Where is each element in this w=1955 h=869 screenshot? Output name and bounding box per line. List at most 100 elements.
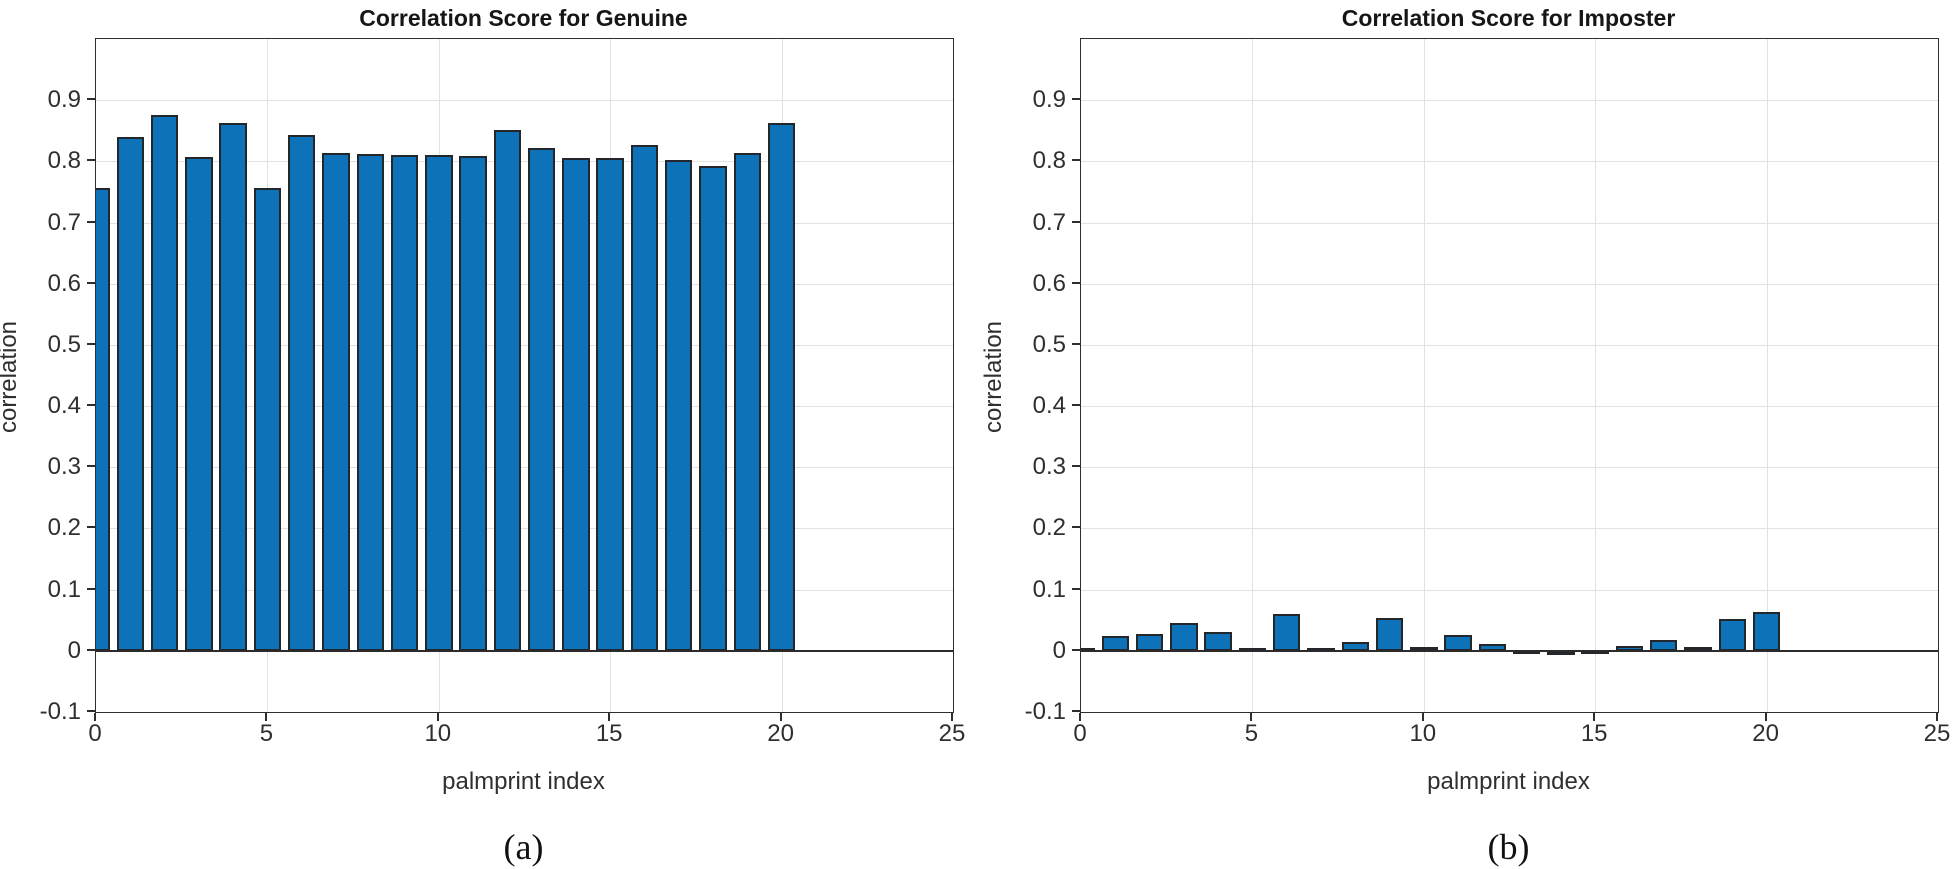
vertical-gridline xyxy=(1595,39,1597,712)
horizontal-gridline xyxy=(1081,344,1938,346)
y-tick-mark xyxy=(1072,220,1080,223)
x-tick-label: 5 xyxy=(259,720,274,747)
y-tick-mark xyxy=(87,220,95,223)
horizontal-gridline xyxy=(96,161,953,163)
y-tick-label: 0.8 xyxy=(47,147,81,175)
y-tick-mark xyxy=(87,159,95,162)
chart-title: Correlation Score for Imposter xyxy=(1341,5,1676,31)
x-tick-label: 15 xyxy=(595,720,623,747)
x-tick-label: 20 xyxy=(1752,720,1779,747)
horizontal-gridline xyxy=(1081,283,1938,285)
y-tick-label: 0.3 xyxy=(1032,453,1066,481)
bar xyxy=(1272,614,1301,651)
bar xyxy=(253,187,282,651)
bar xyxy=(1444,634,1472,651)
horizontal-gridline xyxy=(96,100,953,102)
bar xyxy=(150,115,179,651)
y-tick-label: 0.1 xyxy=(47,575,81,603)
x-tick-label: 10 xyxy=(424,720,452,747)
y-tick-mark xyxy=(1072,404,1080,407)
y-tick-mark xyxy=(1072,648,1080,651)
y-tick-label: 0 xyxy=(1052,636,1066,664)
x-tick-label: 20 xyxy=(767,720,794,747)
x-tick-label: 0 xyxy=(88,720,102,747)
x-tick-mark xyxy=(436,713,439,721)
y-tick-label: 0.6 xyxy=(47,269,81,297)
bar xyxy=(665,160,693,651)
x-tick-label: 10 xyxy=(1409,720,1437,747)
bar xyxy=(322,153,350,651)
vertical-gridline xyxy=(1766,39,1768,712)
y-tick-label: 0.7 xyxy=(1032,208,1066,236)
x-tick-mark xyxy=(1250,713,1253,721)
chart-title: Correlation Score for Genuine xyxy=(359,5,688,31)
bar xyxy=(733,152,762,651)
y-tick-mark xyxy=(1072,710,1080,712)
x-tick-mark xyxy=(1593,713,1596,721)
bar xyxy=(767,123,796,651)
x-tick-mark xyxy=(265,713,268,721)
plot-area xyxy=(95,38,954,713)
y-tick-mark xyxy=(87,648,95,651)
y-tick-mark xyxy=(1072,587,1080,590)
y-tick-label: -0.1 xyxy=(1024,698,1066,725)
y-tick-mark xyxy=(1072,342,1080,345)
x-tick-label: 15 xyxy=(1580,720,1608,747)
bar xyxy=(287,135,316,651)
y-tick-mark xyxy=(87,281,95,284)
y-tick-label: 0.3 xyxy=(47,453,81,481)
x-tick-mark xyxy=(94,713,96,721)
bar xyxy=(459,156,487,651)
x-tick-label: 0 xyxy=(1073,720,1087,747)
y-tick-label: 0.9 xyxy=(47,86,81,114)
horizontal-gridline xyxy=(1081,222,1938,224)
y-tick-label: 0.5 xyxy=(1032,330,1066,358)
y-tick-label: 0.5 xyxy=(47,330,81,358)
y-tick-label: 0.9 xyxy=(1032,86,1066,114)
y-tick-label: 0.4 xyxy=(47,392,81,420)
x-tick-label: 25 xyxy=(1923,720,1951,747)
horizontal-gridline xyxy=(96,589,953,591)
bar xyxy=(96,187,110,651)
bar xyxy=(116,136,144,651)
y-tick-mark xyxy=(87,526,95,529)
y-tick-label: 0.2 xyxy=(47,514,81,542)
y-tick-label: 0 xyxy=(67,636,81,664)
y-axis-label: correlation xyxy=(980,320,1007,433)
bar xyxy=(1752,612,1781,651)
x-tick-mark xyxy=(1421,713,1424,721)
y-tick-mark xyxy=(87,404,95,407)
horizontal-gridline xyxy=(1081,467,1938,469)
bar xyxy=(1547,650,1575,655)
horizontal-gridline xyxy=(96,222,953,224)
x-tick-mark xyxy=(1764,713,1767,721)
bar xyxy=(219,123,247,651)
x-tick-label: 25 xyxy=(938,720,966,747)
y-tick-mark xyxy=(1072,526,1080,529)
bar xyxy=(1101,636,1129,651)
horizontal-gridline xyxy=(1081,161,1938,163)
zero-baseline xyxy=(96,649,953,652)
horizontal-gridline xyxy=(96,528,953,530)
y-tick-label: 0.7 xyxy=(47,208,81,236)
x-tick-mark xyxy=(951,713,953,721)
bar xyxy=(356,154,384,651)
y-tick-mark xyxy=(1072,465,1080,468)
bar xyxy=(1650,639,1678,651)
bar xyxy=(1204,631,1232,651)
bar xyxy=(1135,634,1164,651)
y-tick-label: -0.1 xyxy=(39,698,81,725)
x-tick-label: 5 xyxy=(1244,720,1259,747)
plot-area xyxy=(1080,38,1939,713)
y-tick-label: 0.8 xyxy=(1032,147,1066,175)
y-tick-mark xyxy=(87,587,95,590)
bar xyxy=(1341,641,1369,651)
bar xyxy=(1170,623,1198,651)
y-tick-mark xyxy=(1072,281,1080,284)
horizontal-gridline xyxy=(96,467,953,469)
bar xyxy=(527,147,556,651)
x-tick-mark xyxy=(779,713,782,721)
